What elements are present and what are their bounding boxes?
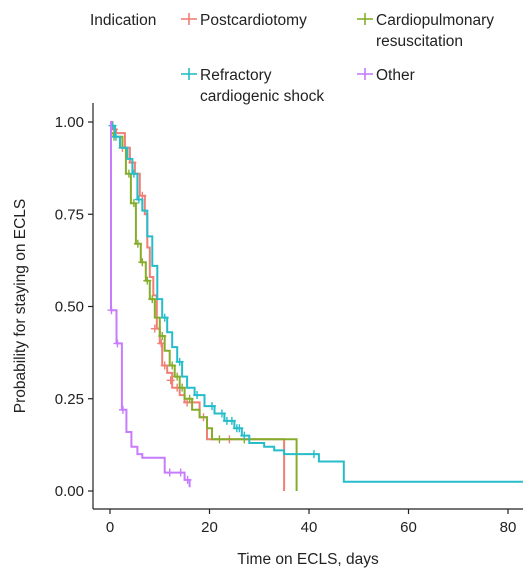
legend-title: Indication — [90, 12, 156, 29]
legend-label-other: Other — [376, 67, 415, 84]
censor-mark-cardiopulmonary-resuscitation — [138, 258, 147, 267]
censor-mark-cardiopulmonary-resuscitation — [133, 239, 142, 248]
censor-mark-refractory-cardiogenic-shock — [235, 424, 244, 433]
censor-mark-cardiopulmonary-resuscitation — [185, 394, 194, 403]
censor-mark-refractory-cardiogenic-shock — [240, 431, 249, 440]
censor-mark-postcardiotomy — [150, 324, 159, 333]
y-tick-label: 0.00 — [55, 483, 84, 500]
legend-entry-postcardiotomy: Postcardiotomy — [181, 12, 307, 29]
censor-mark-cardiopulmonary-resuscitation — [158, 332, 167, 341]
censor-mark-cardiopulmonary-resuscitation — [148, 295, 157, 304]
censor-mark-refractory-cardiogenic-shock — [129, 169, 138, 178]
censor-mark-cardiopulmonary-resuscitation — [178, 383, 187, 392]
series-line-other — [110, 121, 191, 488]
axes: 0.00 0.25 0.50 0.75 1.00 0 20 40 60 80 Time on E… — [12, 103, 523, 568]
censor-mark-other — [183, 475, 192, 484]
censor-mark-refractory-cardiogenic-shock — [160, 313, 169, 322]
censor-mark-refractory-cardiogenic-shock — [227, 416, 236, 425]
censor-mark-cardiopulmonary-resuscitation — [173, 372, 182, 381]
censor-mark-other — [118, 405, 127, 414]
series-line-postcardiotomy — [110, 121, 286, 491]
censor-mark-refractory-cardiogenic-shock — [217, 409, 226, 418]
legend: Indication Postcardiotomy Cardiopulmonar… — [90, 12, 498, 105]
x-tick-label: 60 — [400, 519, 417, 536]
y-tick-label: 0.25 — [55, 391, 84, 408]
censor-mark-refractory-cardiogenic-shock — [309, 450, 318, 459]
legend-entry-cpr: Cardiopulmonary resuscitation — [357, 12, 498, 50]
censor-mark-other — [113, 339, 122, 348]
x-tick-label: 80 — [500, 519, 517, 536]
y-tick-label: 0.75 — [55, 206, 84, 223]
censor-mark-cardiopulmonary-resuscitation — [129, 199, 138, 208]
y-tick-label: 0.50 — [55, 299, 84, 316]
plot-area — [107, 121, 523, 491]
y-tick-label: 1.00 — [55, 114, 84, 131]
legend-label-refractory: Refractory cardiogenic shock — [200, 67, 324, 105]
series-line-refractory-cardiogenic-shock — [110, 124, 523, 483]
censor-mark-postcardiotomy — [138, 191, 147, 200]
censor-mark-cardiopulmonary-resuscitation — [143, 276, 152, 285]
x-tick-label: 0 — [106, 519, 114, 536]
legend-label-cpr: Cardiopulmonary resuscitation — [376, 12, 498, 50]
censor-mark-refractory-cardiogenic-shock — [134, 195, 143, 204]
legend-entry-other: Other — [357, 67, 415, 84]
censor-mark-cardiopulmonary-resuscitation — [168, 361, 177, 370]
censor-mark-postcardiotomy — [166, 376, 175, 385]
censor-mark-postcardiotomy — [160, 361, 169, 370]
censor-mark-other — [176, 468, 185, 477]
censor-mark-refractory-cardiogenic-shock — [108, 121, 117, 130]
x-tick-label: 20 — [201, 519, 218, 536]
censor-mark-refractory-cardiogenic-shock — [111, 132, 120, 141]
censor-mark-refractory-cardiogenic-shock — [175, 357, 184, 366]
censor-mark-refractory-cardiogenic-shock — [207, 402, 216, 411]
x-ticks: 0 20 40 60 80 — [106, 509, 517, 536]
y-ticks: 0.00 0.25 0.50 0.75 1.00 — [55, 114, 93, 500]
censor-mark-other — [107, 306, 116, 315]
censor-mark-other — [165, 468, 174, 477]
legend-entry-refractory: Refractory cardiogenic shock — [181, 67, 324, 105]
censor-mark-refractory-cardiogenic-shock — [193, 391, 202, 400]
censor-mark-cardiopulmonary-resuscitation — [215, 435, 224, 444]
legend-label-postcardiotomy: Postcardiotomy — [200, 12, 307, 29]
x-axis-title: Time on ECLS, days — [237, 551, 379, 568]
x-tick-label: 40 — [301, 519, 318, 536]
y-axis-title: Probability for staying on ECLS — [12, 199, 29, 414]
